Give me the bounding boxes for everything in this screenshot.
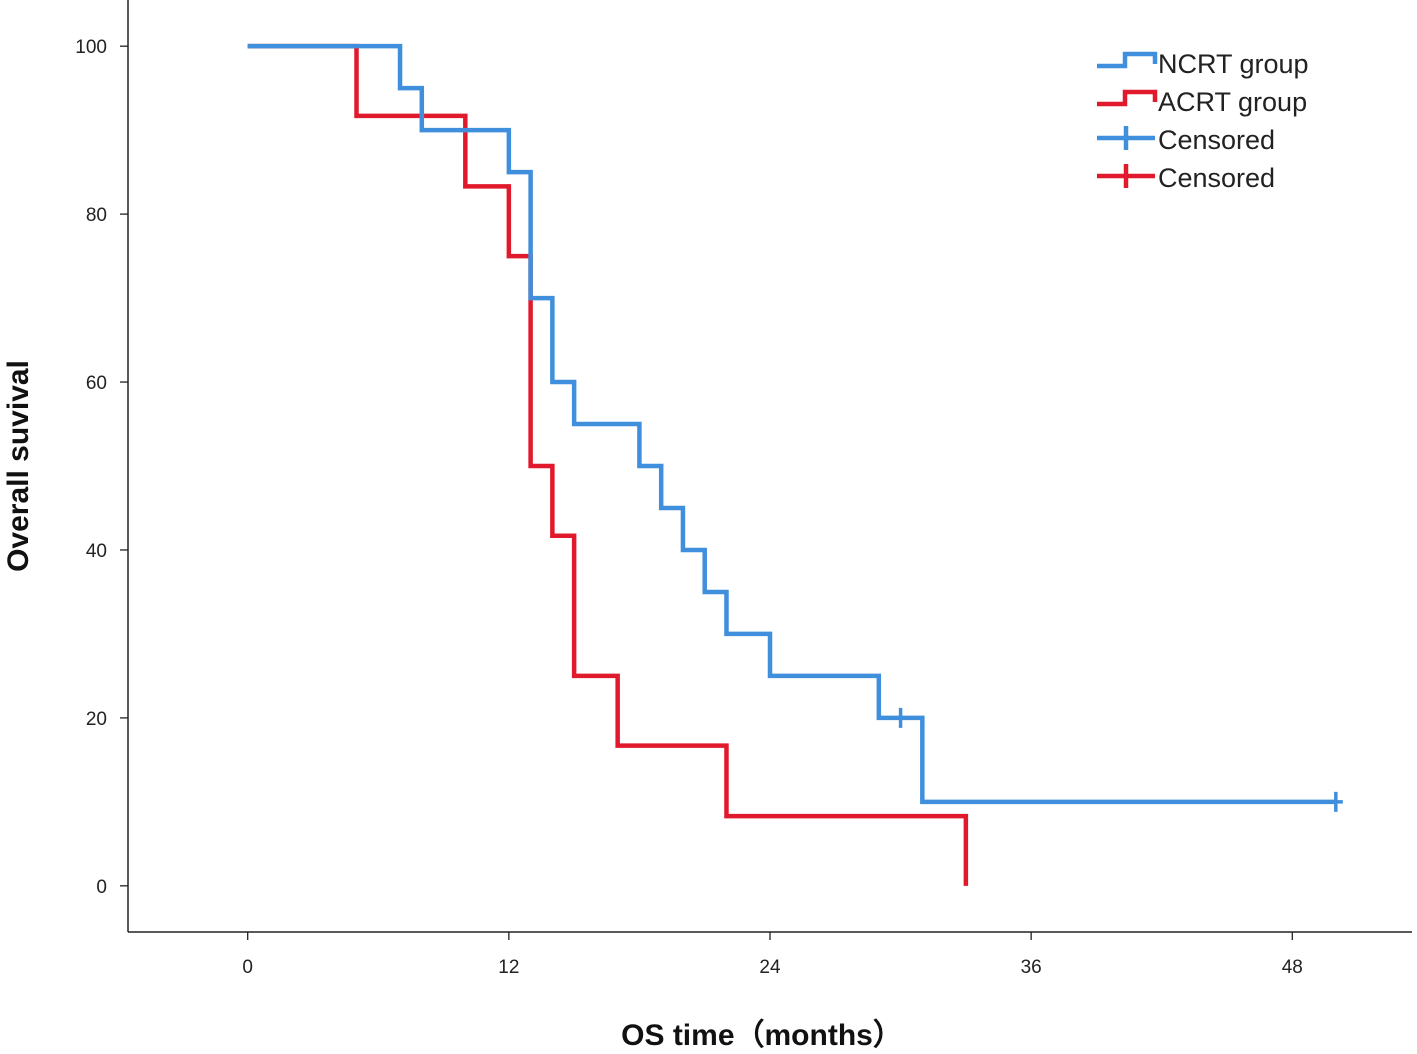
series-ncrt-group [247,43,1343,812]
y-axis-title: Overall suvival [2,360,35,572]
y-tick-label: 80 [86,205,107,226]
legend-label: NCRT group [1158,49,1309,79]
legend-item: Censored [1097,163,1275,193]
series-acrt-group [247,43,969,886]
y-tick-label: 60 [86,373,107,394]
legend-item: NCRT group [1097,49,1309,79]
y-tick-label: 0 [96,877,107,898]
legend-swatch-step [1097,89,1158,107]
series-layer [247,43,1343,886]
legend-label: Censored [1158,163,1275,193]
x-tick-label: 48 [1282,957,1303,978]
survival-step-line [247,43,1336,805]
x-tick-label: 24 [759,957,781,978]
x-axis-title: OS time（months） [621,1018,903,1052]
legend-swatch-step [1097,51,1158,69]
legend-item: ACRT group [1097,87,1307,117]
y-tick-label: 100 [75,37,107,58]
axis-ticks: 0 12 24 36 48 0 20 40 60 80 100 [75,37,1303,978]
legend-item: Censored [1097,125,1275,155]
y-tick-label: 20 [86,709,107,730]
legend-label: Censored [1158,125,1275,155]
x-tick-label: 0 [242,957,253,978]
x-tick-label: 36 [1021,957,1042,978]
y-tick-label: 40 [86,541,107,562]
legend: NCRT group ACRT group Censored Censored [1097,49,1309,193]
x-tick-label: 12 [498,957,519,978]
survival-step-line [247,43,969,886]
legend-label: ACRT group [1158,87,1307,117]
